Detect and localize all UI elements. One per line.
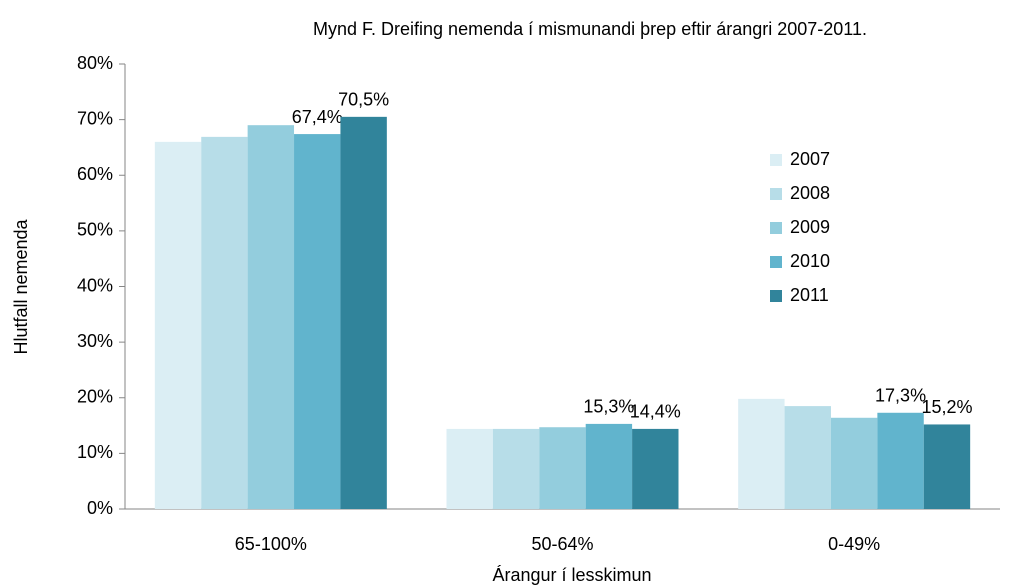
legend-swatch: [770, 154, 782, 166]
legend-swatch: [770, 256, 782, 268]
bar: [877, 412, 924, 509]
y-tick-label: 20%: [77, 387, 113, 407]
legend-label: 2011: [790, 285, 829, 305]
bar: [340, 116, 387, 509]
y-tick-label: 80%: [77, 53, 113, 73]
bar: [585, 423, 633, 509]
y-tick-label: 70%: [77, 108, 113, 128]
bar: [492, 428, 540, 509]
data-label: 15,3%: [583, 397, 634, 417]
data-label: 15,2%: [921, 397, 972, 417]
y-tick-label: 10%: [77, 442, 113, 462]
bar: [294, 134, 341, 509]
bar: [539, 427, 586, 509]
bar: [247, 125, 295, 509]
y-tick-label: 30%: [77, 331, 113, 351]
bar: [738, 398, 785, 509]
legend-label: 2007: [790, 149, 830, 169]
legend-label: 2009: [790, 217, 830, 237]
y-tick-label: 40%: [77, 275, 113, 295]
data-label: 67,4%: [292, 107, 343, 127]
x-tick-label: 65-100%: [235, 534, 307, 554]
x-tick-label: 50-64%: [531, 534, 593, 554]
bar: [201, 136, 248, 509]
bar: [632, 428, 679, 509]
legend-swatch: [770, 222, 782, 234]
legend-swatch: [770, 188, 782, 200]
bar: [923, 424, 971, 509]
bar: [830, 417, 878, 509]
chart-title: Mynd F. Dreifing nemenda í mismunandi þr…: [313, 19, 867, 39]
data-label: 17,3%: [875, 386, 926, 406]
data-label: 14,4%: [630, 402, 681, 422]
x-axis-title: Árangur í lesskimun: [492, 565, 651, 585]
legend-label: 2008: [790, 183, 830, 203]
legend-swatch: [770, 290, 782, 302]
x-tick-label: 0-49%: [828, 534, 880, 554]
y-tick-label: 0%: [87, 498, 113, 518]
bar: [446, 428, 493, 509]
y-axis-title: Hlutfall nemenda: [11, 218, 31, 354]
bar: [784, 406, 831, 509]
bar: [154, 141, 202, 509]
data-label: 70,5%: [338, 90, 389, 110]
legend-label: 2010: [790, 251, 830, 271]
y-tick-label: 50%: [77, 220, 113, 240]
y-tick-label: 60%: [77, 164, 113, 184]
